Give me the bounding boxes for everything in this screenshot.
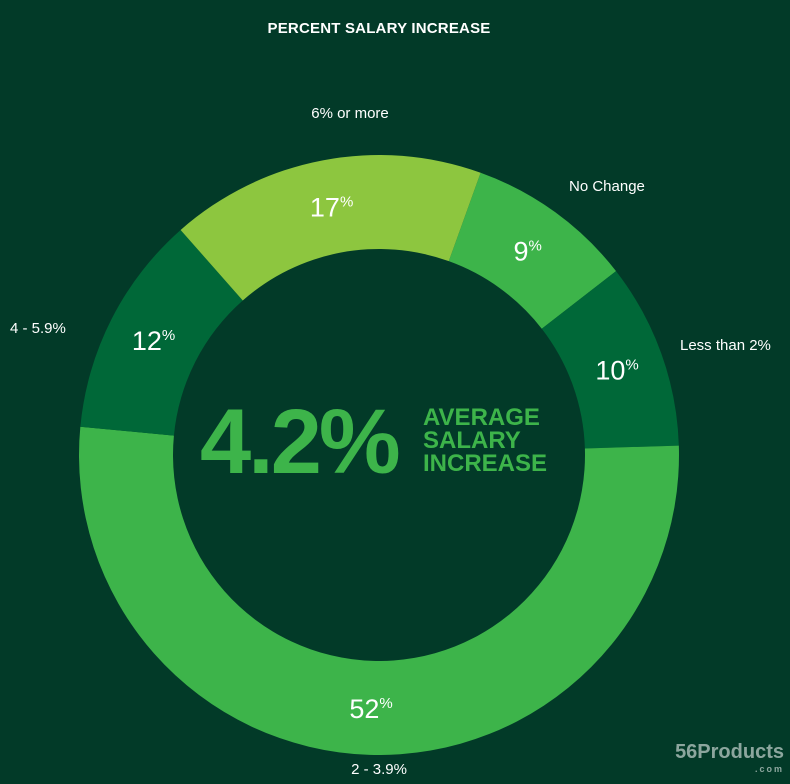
donut-slice bbox=[80, 229, 243, 436]
watermark-text: 56Products bbox=[675, 741, 784, 763]
slice-category-label: Less than 2% bbox=[680, 337, 771, 354]
slice-category-label: No Change bbox=[569, 178, 645, 195]
center-caption-line: SALARY bbox=[423, 427, 521, 454]
donut-slice bbox=[180, 154, 481, 301]
slice-category-label: 2 - 3.9% bbox=[351, 761, 407, 778]
donut-slice bbox=[448, 172, 617, 329]
donut-slice bbox=[541, 271, 679, 449]
watermark-sub: .com bbox=[754, 764, 784, 774]
center-caption: AVERAGE SALARY INCREASE bbox=[423, 404, 553, 477]
center-value: 4.2% bbox=[200, 391, 401, 493]
watermark-logo: 56Products .com bbox=[675, 741, 784, 774]
chart-title: PERCENT SALARY INCREASE bbox=[267, 20, 491, 37]
slice-value-label: 17% bbox=[310, 192, 353, 222]
slice-category-label: 4 - 5.9% bbox=[10, 320, 66, 337]
center-caption-line: AVERAGE bbox=[423, 404, 540, 431]
center-caption-line: INCREASE bbox=[423, 450, 548, 477]
slice-category-label: 6% or more bbox=[311, 105, 389, 122]
donut-slice bbox=[79, 426, 680, 755]
